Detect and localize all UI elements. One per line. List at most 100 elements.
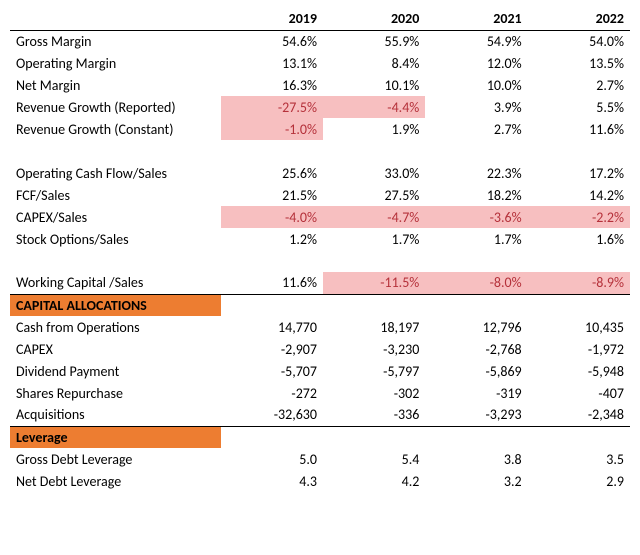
cell: 11.6% — [528, 118, 630, 140]
section-header-row: CAPITAL ALLOCATIONS — [10, 294, 630, 316]
cell: -8.0% — [425, 272, 527, 294]
cell: 3.8 — [425, 448, 527, 470]
cell: 17.2% — [528, 162, 630, 184]
cell: 1.7% — [425, 228, 527, 250]
cell: 13.1% — [221, 52, 323, 74]
cell: 5.0 — [221, 448, 323, 470]
cell: 2.9 — [528, 470, 630, 492]
cell: -272 — [221, 382, 323, 404]
cell: -302 — [323, 382, 425, 404]
cell: 12.0% — [425, 52, 527, 74]
cell: 10.0% — [425, 74, 527, 96]
cell: -11.5% — [323, 272, 425, 294]
cell: 4.2 — [323, 470, 425, 492]
cell: -8.9% — [528, 272, 630, 294]
cell: 18.2% — [425, 184, 527, 206]
cell: -27.5% — [221, 96, 323, 118]
cell: -4.4% — [323, 96, 425, 118]
year-header: 2020 — [323, 8, 425, 30]
table-row: Stock Options/Sales 1.2% 1.7% 1.7% 1.6% — [10, 228, 630, 250]
cell: 14,770 — [221, 316, 323, 338]
row-label: Dividend Payment — [10, 360, 221, 382]
table-row: Shares Repurchase -272 -302 -319 -407 — [10, 382, 630, 404]
cell: 16.3% — [221, 74, 323, 96]
cell: -3,293 — [425, 404, 527, 426]
year-header: 2019 — [221, 8, 323, 30]
row-label: Operating Margin — [10, 52, 221, 74]
table-row: Dividend Payment -5,707 -5,797 -5,869 -5… — [10, 360, 630, 382]
section-header-row: Leverage — [10, 426, 630, 448]
cell: 1.6% — [528, 228, 630, 250]
cell: 1.2% — [221, 228, 323, 250]
cell: -2,907 — [221, 338, 323, 360]
cell: -2,768 — [425, 338, 527, 360]
cell: 1.9% — [323, 118, 425, 140]
row-label: Operating Cash Flow/Sales — [10, 162, 221, 184]
cell: 4.3 — [221, 470, 323, 492]
row-label: Cash from Operations — [10, 316, 221, 338]
cell: 10,435 — [528, 316, 630, 338]
spacer-row — [10, 250, 630, 272]
row-label: Revenue Growth (Reported) — [10, 96, 221, 118]
cell: -5,707 — [221, 360, 323, 382]
cell: -1.0% — [221, 118, 323, 140]
header-row: 2019 2020 2021 2022 — [10, 8, 630, 30]
row-label: Net Debt Leverage — [10, 470, 221, 492]
cell: 27.5% — [323, 184, 425, 206]
table-row: Cash from Operations 14,770 18,197 12,79… — [10, 316, 630, 338]
cell: 1.7% — [323, 228, 425, 250]
cell: 33.0% — [323, 162, 425, 184]
cell: 12,796 — [425, 316, 527, 338]
year-header: 2022 — [528, 8, 630, 30]
row-label: Gross Debt Leverage — [10, 448, 221, 470]
cell: 8.4% — [323, 52, 425, 74]
cell: 21.5% — [221, 184, 323, 206]
cell: 22.3% — [425, 162, 527, 184]
row-label: Gross Margin — [10, 30, 221, 52]
cell: 54.6% — [221, 30, 323, 52]
cell: -3.6% — [425, 206, 527, 228]
row-label: CAPEX/Sales — [10, 206, 221, 228]
table-row: Revenue Growth (Constant) -1.0% 1.9% 2.7… — [10, 118, 630, 140]
cell: 54.9% — [425, 30, 527, 52]
section-header: CAPITAL ALLOCATIONS — [10, 294, 221, 316]
cell: -2,348 — [528, 404, 630, 426]
row-label: Stock Options/Sales — [10, 228, 221, 250]
year-header: 2021 — [425, 8, 527, 30]
cell: 55.9% — [323, 30, 425, 52]
spacer-row — [10, 140, 630, 162]
table-row: Gross Debt Leverage 5.0 5.4 3.8 3.5 — [10, 448, 630, 470]
cell: 10.1% — [323, 74, 425, 96]
cell: -407 — [528, 382, 630, 404]
table-row: Net Debt Leverage 4.3 4.2 3.2 2.9 — [10, 470, 630, 492]
row-label: CAPEX — [10, 338, 221, 360]
table-row: Operating Margin 13.1% 8.4% 12.0% 13.5% — [10, 52, 630, 74]
row-label: Revenue Growth (Constant) — [10, 118, 221, 140]
row-label: Working Capital /Sales — [10, 272, 221, 294]
table-row: Gross Margin 54.6% 55.9% 54.9% 54.0% — [10, 30, 630, 52]
cell: 25.6% — [221, 162, 323, 184]
cell: 54.0% — [528, 30, 630, 52]
row-label: FCF/Sales — [10, 184, 221, 206]
table-row: Working Capital /Sales 11.6% -11.5% -8.0… — [10, 272, 630, 294]
cell: 13.5% — [528, 52, 630, 74]
cell: 2.7% — [528, 74, 630, 96]
cell: -5,797 — [323, 360, 425, 382]
cell: 3.2 — [425, 470, 527, 492]
cell: -1,972 — [528, 338, 630, 360]
row-label: Acquisitions — [10, 404, 221, 426]
cell: -4.7% — [323, 206, 425, 228]
table-row: Operating Cash Flow/Sales 25.6% 33.0% 22… — [10, 162, 630, 184]
cell: 5.4 — [323, 448, 425, 470]
cell: -319 — [425, 382, 527, 404]
table-row: Acquisitions -32,630 -336 -3,293 -2,348 — [10, 404, 630, 426]
cell: 3.5 — [528, 448, 630, 470]
table-row: Net Margin 16.3% 10.1% 10.0% 2.7% — [10, 74, 630, 96]
cell: -5,948 — [528, 360, 630, 382]
table-row: CAPEX -2,907 -3,230 -2,768 -1,972 — [10, 338, 630, 360]
financial-table: 2019 2020 2021 2022 Gross Margin 54.6% 5… — [10, 8, 630, 492]
row-label: Net Margin — [10, 74, 221, 96]
cell: -3,230 — [323, 338, 425, 360]
row-label: Shares Repurchase — [10, 382, 221, 404]
cell: -336 — [323, 404, 425, 426]
